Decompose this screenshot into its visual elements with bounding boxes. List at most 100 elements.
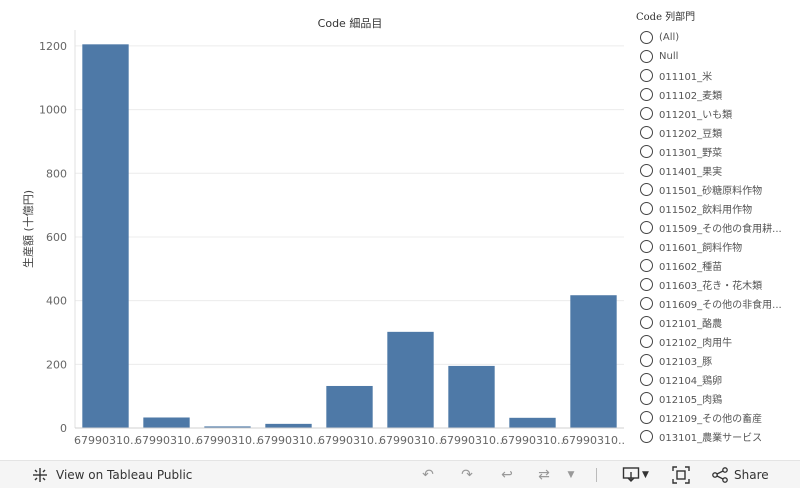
bar — [82, 44, 129, 428]
filter-option[interactable]: 011401_果実 — [636, 161, 800, 180]
radio-icon[interactable] — [640, 88, 653, 101]
radio-icon[interactable] — [640, 50, 653, 63]
filter-option-label: 011201_いも類 — [659, 110, 733, 121]
bar — [265, 423, 312, 428]
y-tick-label: 0 — [60, 422, 67, 435]
filter-option-label: 011602_種苗 — [659, 262, 723, 273]
filter-option-label: 011502_飲料用作物 — [659, 205, 753, 216]
radio-icon[interactable] — [640, 126, 653, 139]
filter-option-label: 011301_野菜 — [659, 148, 723, 159]
x-tick-label: 67990310.. — [501, 434, 564, 447]
view-on-tableau-button[interactable]: View on Tableau Public — [32, 461, 192, 488]
filter-option[interactable]: 011601_飼料作物 — [636, 237, 800, 256]
radio-icon[interactable] — [640, 411, 653, 424]
download-button[interactable]: ▼ — [622, 466, 649, 484]
radio-icon[interactable] — [640, 107, 653, 120]
filter-panel: Code 列部門 (All) Null 011101_米 011102_麦類 01120… — [636, 8, 800, 454]
filter-option[interactable]: 013101_農業サービス — [636, 427, 800, 446]
filter-option[interactable]: 012101_酪農 — [636, 313, 800, 332]
radio-icon[interactable] — [640, 335, 653, 348]
filter-option[interactable]: 011201_いも類 — [636, 104, 800, 123]
radio-icon[interactable] — [640, 316, 653, 329]
bar — [387, 331, 434, 428]
radio-icon[interactable] — [640, 202, 653, 215]
filter-option-label: 011401_果実 — [659, 167, 723, 178]
radio-icon[interactable] — [640, 164, 653, 177]
filter-option-label: 011603_花き・花木類 — [659, 281, 763, 292]
toolbar: View on Tableau Public ↶ ↷ ↩ ⇄ ▼ ▼ Share — [0, 460, 800, 488]
tableau-logo-icon — [33, 467, 47, 482]
filter-option[interactable]: 012104_鶏卵 — [636, 370, 800, 389]
bar — [448, 365, 495, 428]
filter-option[interactable]: 011603_花き・花木類 — [636, 275, 800, 294]
x-tick-label: 67990310.. — [196, 434, 259, 447]
filter-option[interactable]: 011101_米 — [636, 66, 800, 85]
radio-icon[interactable] — [640, 240, 653, 253]
filter-option[interactable]: 011102_麦類 — [636, 85, 800, 104]
radio-icon[interactable] — [640, 354, 653, 367]
filter-option[interactable]: 012103_豚 — [636, 351, 800, 370]
radio-icon[interactable] — [640, 278, 653, 291]
filter-option-label: 012105_肉鶏 — [659, 395, 723, 406]
filter-option[interactable]: 011502_飲料用作物 — [636, 199, 800, 218]
filter-option-label: 011501_砂糖原料作物 — [659, 186, 763, 197]
undo-icon[interactable]: ↶ — [422, 467, 434, 483]
radio-icon[interactable] — [640, 259, 653, 272]
download-icon — [622, 467, 640, 482]
filter-option-label: 012101_酪農 — [659, 319, 723, 330]
filter-option-label: 013101_農業サービス — [659, 433, 763, 444]
bar-chart: 0 200 400 600 800 1000 1200 生産額 (十億円) 67990310..… — [21, 30, 625, 447]
bar — [509, 417, 556, 428]
fullscreen-icon[interactable] — [672, 466, 690, 484]
chart-area: Code 細品目 0 200 400 600 800 1000 1200 生産額 (十億円) 6… — [21, 17, 625, 447]
filter-option-label: 011609_その他の非食用... — [659, 300, 782, 311]
filter-title: Code 列部門 — [636, 12, 696, 23]
radio-icon[interactable] — [640, 31, 653, 44]
filter-option[interactable]: 011301_野菜 — [636, 142, 800, 161]
x-tick-label: 67990310.. — [379, 434, 442, 447]
filter-option-label: (All) — [659, 32, 680, 43]
chevron-down-icon[interactable]: ▼ — [567, 470, 575, 480]
chevron-down-icon: ▼ — [642, 470, 649, 480]
filter-option[interactable]: 011202_豆類 — [636, 123, 800, 142]
filter-option[interactable]: 012102_肉用牛 — [636, 332, 800, 351]
refresh-icon[interactable]: ⇄ — [538, 467, 550, 483]
filter-option[interactable]: 011509_その他の食用耕... — [636, 218, 800, 237]
share-label: Share — [734, 467, 769, 482]
redo-icon[interactable]: ↷ — [461, 467, 473, 483]
filter-option-label: 012109_その他の畜産 — [659, 414, 763, 425]
y-tick-label: 800 — [46, 167, 67, 180]
filter-option[interactable]: 012105_肉鶏 — [636, 389, 800, 408]
filter-option-label: 011101_米 — [659, 72, 713, 83]
filter-option[interactable]: 011602_種苗 — [636, 256, 800, 275]
x-tick-label: 67990310.. — [318, 434, 381, 447]
radio-icon[interactable] — [640, 373, 653, 386]
filter-option[interactable]: (All) — [636, 28, 800, 47]
y-tick-label: 400 — [46, 295, 67, 308]
filter-option[interactable]: 012109_その他の畜産 — [636, 408, 800, 427]
filter-option-label: Null — [659, 51, 679, 62]
radio-icon[interactable] — [640, 69, 653, 82]
radio-icon[interactable] — [640, 145, 653, 158]
filter-list: (All) Null 011101_米 011102_麦類 011201_いも類 0112… — [636, 28, 800, 446]
radio-icon[interactable] — [640, 183, 653, 196]
share-button[interactable]: Share — [712, 461, 769, 488]
x-tick-label: 67990310.. — [135, 434, 198, 447]
filter-option-label: 012103_豚 — [659, 357, 713, 368]
radio-icon[interactable] — [640, 221, 653, 234]
share-icon — [712, 466, 728, 483]
filter-option[interactable]: Null — [636, 47, 800, 66]
view-on-tableau-label: View on Tableau Public — [56, 467, 193, 482]
y-tick-label: 600 — [46, 231, 67, 244]
radio-icon[interactable] — [640, 297, 653, 310]
radio-icon[interactable] — [640, 430, 653, 443]
bar — [570, 295, 617, 428]
bar — [143, 417, 190, 428]
x-tick-label: 67990310.. — [257, 434, 320, 447]
revert-icon[interactable]: ↩ — [501, 467, 513, 483]
filter-option[interactable]: 011609_その他の非食用... — [636, 294, 800, 313]
radio-icon[interactable] — [640, 392, 653, 405]
x-tick-label: 67990310.. — [440, 434, 503, 447]
filter-option[interactable]: 011501_砂糖原料作物 — [636, 180, 800, 199]
x-tick-label: 67990310.. — [562, 434, 625, 447]
